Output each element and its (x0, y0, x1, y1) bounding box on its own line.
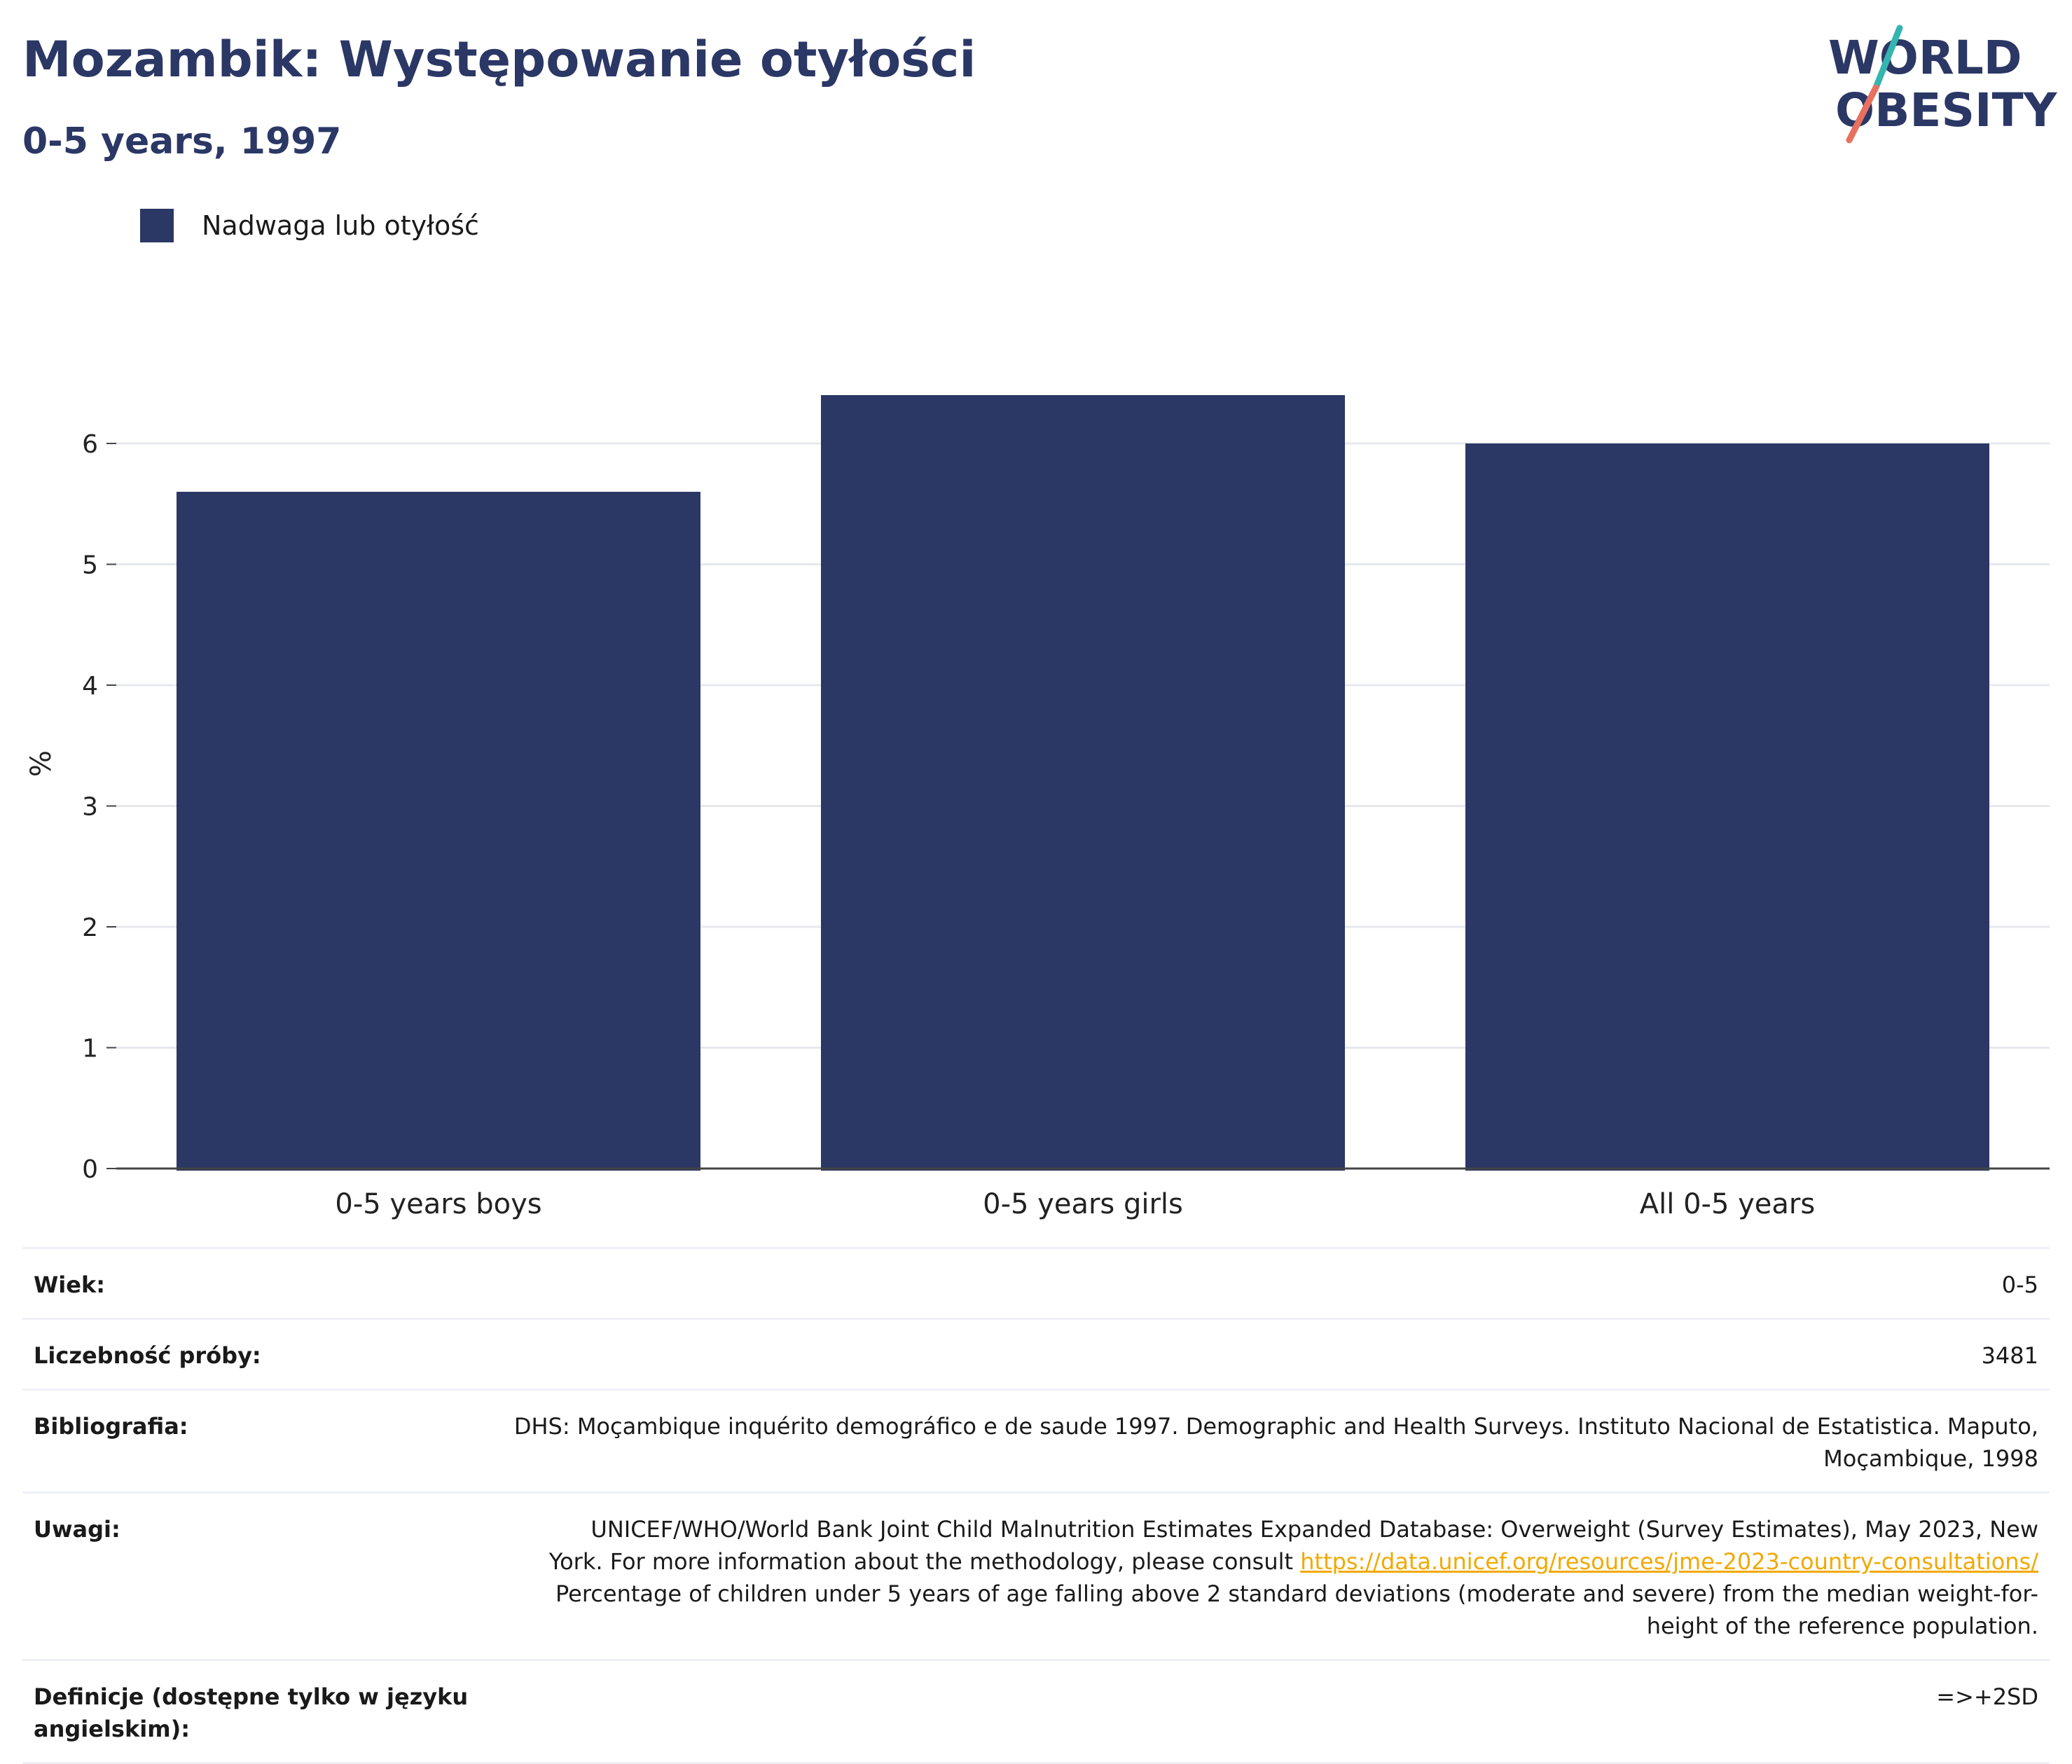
bibliography-line-2: Moçambique, 1998 (1823, 1445, 2038, 1472)
info-row-sample: Liczebność próby: 3481 (22, 1320, 2050, 1391)
info-value-age: 0-5 (2001, 1272, 2038, 1298)
info-value-definitions: =>+2SD (1936, 1683, 2038, 1710)
info-row-age: Wiek: 0-5 (22, 1249, 2050, 1320)
bar-chart: 0 1 2 3 4 5 6 0-5 years boys 0-5 years girls All … (25, 395, 2050, 1220)
x-tick-label: 0-5 years girls (983, 1188, 1183, 1220)
page-subtitle: 0-5 years, 1997 (22, 120, 342, 163)
info-label-definitions: Definicje (dostępne tylko w języku angie… (34, 1683, 469, 1742)
logo-slash-teal (1872, 25, 1903, 91)
y-tick-label: 1 (82, 1035, 98, 1063)
logo-slash-coral (1846, 84, 1879, 144)
info-label-notes: Uwagi: (34, 1516, 120, 1543)
methodology-link[interactable]: https://data.unicef.org/resources/jme-20… (1300, 1548, 2038, 1575)
bar (177, 492, 700, 1171)
bibliography-line-1: DHS: Moçambique inquérito demográfico e … (513, 1413, 2038, 1440)
notes-line-3: Percentage of children under 5 years of … (555, 1580, 2038, 1607)
bars (177, 395, 1989, 1171)
y-tick-label: 6 (82, 430, 98, 459)
notes-line-2-text: York. For more information about the met… (548, 1548, 1301, 1575)
legend-swatch (140, 209, 174, 242)
notes-line-1: UNICEF/WHO/World Bank Joint Child Malnut… (590, 1516, 2038, 1543)
axes: 0 1 2 3 4 5 6 0-5 years boys 0-5 years girls All … (25, 430, 2050, 1220)
logo-text-world: WORLD (1828, 31, 2022, 85)
info-value-sample: 3481 (1981, 1342, 2038, 1369)
legend-label: Nadwaga lub otyłość (202, 210, 479, 241)
info-label-bibliography: Bibliografia: (34, 1413, 188, 1440)
chart-legend: Nadwaga lub otyłość (140, 209, 479, 242)
x-tick-label: 0-5 years boys (335, 1188, 541, 1220)
info-row-notes: Uwagi: UNICEF/WHO/World Bank Joint Child… (22, 1494, 2050, 1661)
info-row-definitions: Definicje (dostępne tylko w języku angie… (22, 1661, 2050, 1764)
bar (821, 395, 1345, 1171)
x-tick-label: All 0-5 years (1640, 1188, 1815, 1220)
info-row-bibliography: Bibliografia: DHS: Moçambique inquérito … (22, 1391, 2050, 1494)
notes-line-2: York. For more information about the met… (510, 1545, 2038, 1578)
notes-line-4: height of the reference population. (1646, 1613, 2038, 1639)
info-label-sample: Liczebność próby: (34, 1342, 261, 1369)
info-value-notes: UNICEF/WHO/World Bank Joint Child Malnut… (482, 1513, 2038, 1642)
y-tick-label: 0 (82, 1155, 98, 1184)
page-title: Mozambik: Występowanie otyłości (22, 31, 976, 88)
info-label-age: Wiek: (34, 1272, 106, 1298)
bar (1465, 443, 1989, 1171)
info-table: Wiek: 0-5 Liczebność próby: 3481 Bibliog… (22, 1247, 2050, 1764)
y-axis-label: % (25, 750, 57, 777)
y-tick-label: 5 (82, 551, 98, 580)
y-tick-label: 2 (82, 914, 98, 942)
world-obesity-logo: WORLD OBESITY (1828, 25, 2058, 144)
y-tick-label: 4 (82, 672, 98, 701)
y-tick-label: 3 (82, 793, 98, 822)
info-value-bibliography: DHS: Moçambique inquérito demográfico e … (482, 1410, 2038, 1475)
